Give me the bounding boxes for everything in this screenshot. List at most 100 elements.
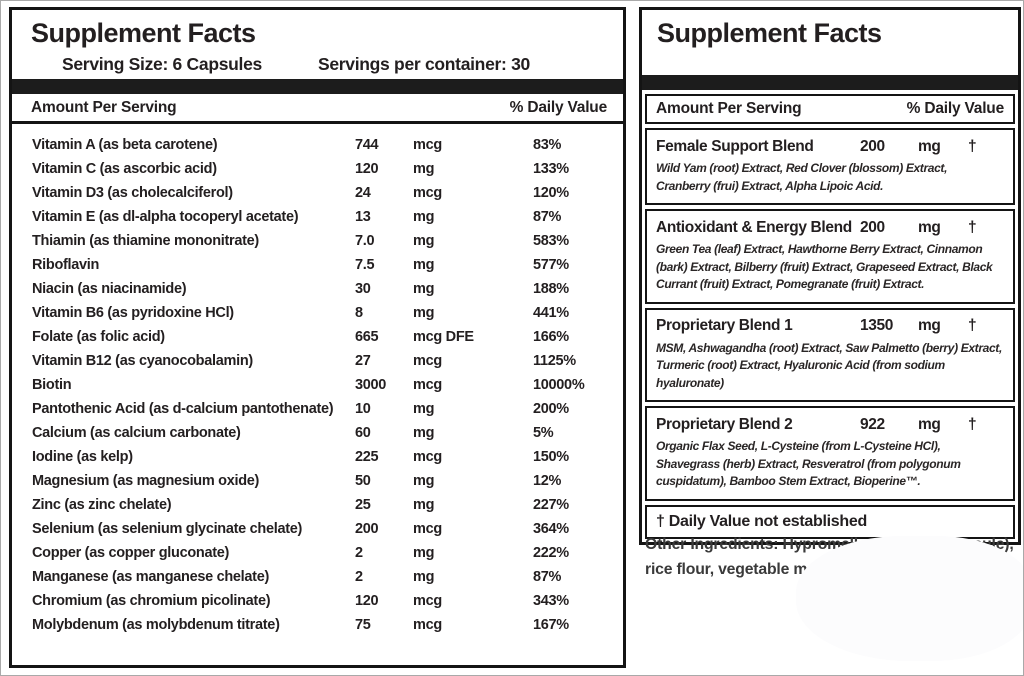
nutrient-unit: mg [413, 209, 435, 225]
nutrient-row: Niacin (as niacinamide) 30 mg 188% [12, 277, 623, 301]
blend-ingredients: Green Tea (leaf) Extract, Hawthorne Berr… [656, 242, 993, 291]
blend-section: Proprietary Blend 2 922 mg † Organic Fla… [645, 406, 1015, 501]
blend-unit: mg [918, 137, 941, 155]
nutrient-daily-value: 150% [533, 449, 569, 465]
nutrient-daily-value: 12% [533, 473, 562, 489]
nutrient-daily-value: 188% [533, 281, 569, 297]
divider-bar [12, 79, 623, 94]
blend-sections: Female Support Blend 200 mg † Wild Yam (… [642, 128, 1018, 501]
nutrient-row: Riboflavin 7.5 mg 577% [12, 253, 623, 277]
nutrient-name: Manganese (as manganese chelate) [32, 569, 269, 585]
nutrient-name: Selenium (as selenium glycinate chelate) [32, 521, 303, 537]
nutrient-daily-value: 200% [533, 401, 569, 417]
nutrient-unit: mcg [413, 137, 442, 153]
nutrient-daily-value: 83% [533, 137, 562, 153]
panel-title: Supplement Facts [31, 18, 256, 48]
nutrient-unit: mg [413, 233, 435, 249]
serving-size-label: Serving Size: 6 Capsules [62, 54, 262, 74]
nutrient-row: Chromium (as chromium picolinate) 120 mc… [12, 589, 623, 613]
daily-value-header: % Daily Value [906, 100, 1005, 117]
amount-per-serving-header: Amount Per Serving [656, 100, 802, 117]
nutrient-daily-value: 441% [533, 305, 569, 321]
blend-unit: mg [918, 218, 941, 236]
nutrient-amount: 120 [355, 593, 379, 609]
blend-name: Proprietary Blend 2 [656, 415, 793, 433]
blend-ingredients: Wild Yam (root) Extract, Red Clover (blo… [656, 161, 948, 193]
nutrient-amount: 3000 [355, 377, 387, 393]
blend-amount: 922 [860, 415, 885, 433]
nutrient-daily-value: 166% [533, 329, 569, 345]
nutrient-unit: mcg [413, 353, 442, 369]
nutrient-name: Zinc (as zinc chelate) [32, 497, 172, 513]
nutrient-name: Riboflavin [32, 257, 100, 273]
nutrient-name: Magnesium (as magnesium oxide) [32, 473, 260, 489]
nutrient-unit: mg [413, 257, 435, 273]
nutrient-row: Calcium (as calcium carbonate) 60 mg 5% [12, 421, 623, 445]
blend-header-row: Proprietary Blend 1 1350 mg † [656, 315, 1004, 338]
nutrient-daily-value: 364% [533, 521, 569, 537]
nutrient-name: Vitamin A (as beta carotene) [32, 137, 218, 153]
nutrient-amount: 27 [355, 353, 371, 369]
nutrient-daily-value: 10000% [533, 377, 585, 393]
nutrient-daily-value: 87% [533, 209, 562, 225]
nutrient-daily-value: 343% [533, 593, 569, 609]
amount-per-serving-header: Amount Per Serving [31, 98, 177, 116]
nutrient-unit: mg [413, 305, 435, 321]
nutrient-amount: 75 [355, 617, 371, 633]
nutrient-name: Vitamin E (as dl-alpha tocoperyl acetate… [32, 209, 299, 225]
nutrient-row: Zinc (as zinc chelate) 25 mg 227% [12, 493, 623, 517]
nutrient-daily-value: 133% [533, 161, 569, 177]
nutrient-name: Vitamin C (as ascorbic acid) [32, 161, 217, 177]
nutrient-name: Folate (as folic acid) [32, 329, 165, 345]
daily-value-header: % Daily Value [509, 98, 608, 116]
nutrient-daily-value: 577% [533, 257, 569, 273]
blend-section: Antioxidant & Energy Blend 200 mg † Gree… [645, 209, 1015, 304]
nutrient-amount: 7.0 [355, 233, 375, 249]
nutrient-row: Vitamin B12 (as cyanocobalamin) 27 mcg 1… [12, 349, 623, 373]
nutrient-amount: 2 [355, 569, 363, 585]
nutrient-name: Biotin [32, 377, 72, 393]
nutrient-unit: mg [413, 161, 435, 177]
blend-name: Female Support Blend [656, 137, 814, 155]
nutrient-row: Pantothenic Acid (as d-calcium pantothen… [12, 397, 623, 421]
blend-ingredients: MSM, Ashwagandha (root) Extract, Saw Pal… [656, 340, 1002, 390]
nutrient-table: Vitamin A (as beta carotene) 744 mcg 83%… [12, 124, 623, 637]
nutrient-unit: mg [413, 473, 435, 489]
nutrient-name: Iodine (as kelp) [32, 449, 133, 465]
nutrient-amount: 60 [355, 425, 371, 441]
blend-amount: 200 [860, 218, 885, 236]
nutrient-row: Magnesium (as magnesium oxide) 50 mg 12% [12, 469, 623, 493]
nutrient-amount: 8 [355, 305, 363, 321]
nutrient-daily-value: 167% [533, 617, 569, 633]
nutrient-row: Vitamin E (as dl-alpha tocoperyl acetate… [12, 205, 623, 229]
nutrient-unit: mcg [413, 617, 442, 633]
divider-bar [642, 75, 1018, 90]
nutrient-unit: mcg [413, 185, 442, 201]
nutrient-row: Vitamin B6 (as pyridoxine HCl) 8 mg 441% [12, 301, 623, 325]
column-header-row: Amount Per Serving % Daily Value [645, 94, 1015, 124]
nutrient-amount: 120 [355, 161, 379, 177]
nutrient-row: Vitamin D3 (as cholecalciferol) 24 mcg 1… [12, 181, 623, 205]
nutrient-daily-value: 87% [533, 569, 562, 585]
nutrient-name: Vitamin B12 (as cyanocobalamin) [32, 353, 253, 369]
nutrient-name: Chromium (as chromium picolinate) [32, 593, 271, 609]
blend-unit: mg [918, 317, 941, 334]
nutrient-row: Selenium (as selenium glycinate chelate)… [12, 517, 623, 541]
nutrient-amount: 24 [355, 185, 371, 201]
blend-name: Antioxidant & Energy Blend [656, 218, 852, 236]
nutrient-name: Vitamin B6 (as pyridoxine HCl) [32, 305, 234, 321]
nutrient-amount: 10 [355, 401, 371, 417]
nutrient-name: Thiamin (as thiamine mononitrate) [32, 233, 259, 249]
nutrient-row: Molybdenum (as molybdenum titrate) 75 mc… [12, 613, 623, 637]
servings-per-container-label: Servings per container: 30 [317, 54, 530, 74]
nutrient-daily-value: 583% [533, 233, 569, 249]
blend-amount: 200 [860, 137, 885, 155]
blend-section: Proprietary Blend 1 1350 mg † MSM, Ashwa… [645, 307, 1015, 402]
nutrient-daily-value: 1125% [533, 353, 576, 369]
nutrient-row: Vitamin A (as beta carotene) 744 mcg 83% [12, 133, 623, 157]
nutrient-row: Manganese (as manganese chelate) 2 mg 87… [12, 565, 623, 589]
nutrient-unit: mcg [413, 377, 442, 393]
nutrient-unit: mg [413, 545, 435, 561]
blend-section: Female Support Blend 200 mg † Wild Yam (… [645, 128, 1015, 205]
nutrient-unit: mg [413, 497, 435, 513]
